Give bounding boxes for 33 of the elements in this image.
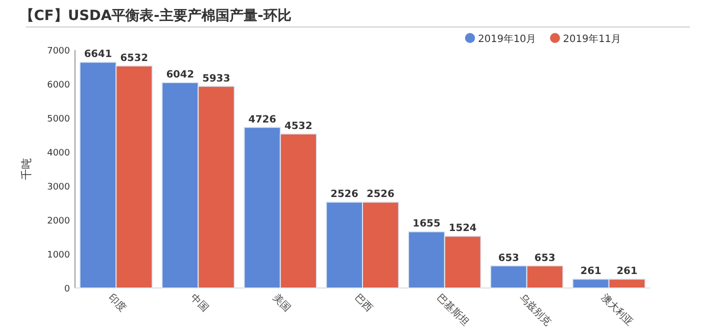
data-label: 6042 [166, 70, 194, 81]
data-label: 261 [580, 266, 602, 278]
data-label: 653 [534, 252, 556, 264]
x-tick-label: 美国 [270, 292, 293, 314]
y-tick-label: 3000 [47, 182, 70, 192]
y-tick-label: 6000 [47, 80, 70, 90]
y-tick-label: 7000 [47, 46, 70, 56]
x-tick-label: 澳大利亚 [598, 292, 636, 328]
data-label: 4532 [284, 120, 312, 132]
x-tick-label: 巴基斯坦 [434, 292, 472, 328]
y-tick-label: 5000 [47, 114, 70, 124]
data-label: 6532 [120, 52, 148, 64]
x-tick-label: 巴西 [352, 292, 374, 314]
data-label: 261 [616, 266, 638, 278]
chart-title: 【CF】USDA平衡表-主要产棉国产量-环比 [20, 7, 292, 24]
x-tick-label: 中国 [188, 292, 211, 314]
data-label: 1524 [448, 223, 477, 234]
data-label: 6641 [84, 49, 112, 60]
y-tick-label: 2000 [47, 216, 70, 226]
y-tick-label: 1000 [47, 250, 70, 260]
x-tick-label: 印度 [106, 292, 129, 314]
data-label: 4726 [248, 114, 276, 126]
data-label: 1655 [412, 218, 441, 230]
y-tick-label: 4000 [47, 148, 70, 158]
data-label: 653 [498, 252, 520, 264]
legend-label: 2019年10月 [478, 33, 536, 45]
legend-label: 2019年11月 [563, 33, 622, 45]
y-axis-title: 千吨 [20, 158, 33, 180]
x-tick-label: 乌兹别克 [516, 292, 554, 328]
data-label: 2526 [366, 189, 395, 200]
data-label: 5933 [202, 73, 230, 84]
data-label: 2526 [330, 189, 358, 200]
y-tick-label: 0 [64, 284, 70, 294]
